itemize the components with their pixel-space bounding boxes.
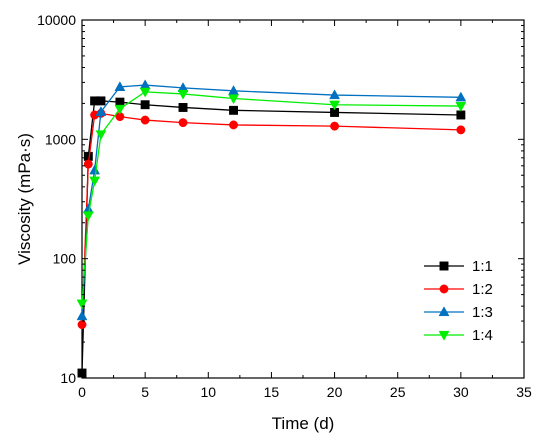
legend-marker bbox=[438, 330, 450, 341]
data-point bbox=[456, 110, 466, 120]
x-tick-label: 30 bbox=[453, 384, 469, 400]
x-tick-label: 0 bbox=[78, 384, 86, 400]
legend-label: 1:2 bbox=[472, 281, 493, 298]
data-point bbox=[455, 102, 467, 112]
data-point bbox=[178, 103, 188, 112]
data-point bbox=[455, 91, 467, 102]
y-axis-title: Viscosity (mPa·s) bbox=[15, 133, 34, 265]
x-tick-label: 5 bbox=[141, 384, 149, 400]
legend-entry-2: 1:2 bbox=[424, 281, 493, 298]
data-point bbox=[329, 89, 340, 100]
x-tick-label: 35 bbox=[516, 384, 532, 400]
data-point bbox=[456, 125, 466, 135]
legend-label: 1:1 bbox=[472, 258, 493, 275]
data-point bbox=[89, 164, 101, 175]
series-line bbox=[81, 84, 461, 317]
data-point bbox=[76, 310, 88, 321]
data-point bbox=[229, 105, 238, 115]
series-line bbox=[81, 112, 461, 325]
x-tick-label: 10 bbox=[200, 384, 216, 400]
plot-frame bbox=[81, 19, 525, 379]
y-tick-label: 10 bbox=[60, 370, 76, 386]
legend-label: 1:3 bbox=[472, 304, 493, 321]
data-point bbox=[77, 320, 87, 330]
y-tick-label: 1000 bbox=[45, 131, 76, 147]
data-point bbox=[139, 79, 151, 90]
legend-entry-3: 1:3 bbox=[424, 304, 493, 321]
plot-area bbox=[81, 19, 525, 379]
legend-entry-1: 1:1 bbox=[424, 258, 493, 275]
data-point bbox=[95, 106, 107, 116]
data-point bbox=[139, 87, 151, 98]
legend-marker bbox=[439, 284, 449, 294]
legend-label: 1:4 bbox=[472, 327, 493, 344]
data-point bbox=[178, 118, 188, 128]
data-point bbox=[114, 104, 126, 115]
data-point bbox=[82, 211, 94, 222]
legend: 1:1 1:2 1:3 1:4 bbox=[424, 258, 493, 344]
data-point bbox=[329, 100, 340, 111]
data-point bbox=[330, 121, 340, 131]
data-point bbox=[114, 81, 126, 91]
series-layer bbox=[76, 79, 467, 378]
y-tick-label: 10000 bbox=[37, 12, 76, 28]
data-point bbox=[89, 176, 101, 187]
data-point bbox=[177, 89, 189, 100]
series-2 bbox=[77, 108, 466, 330]
series-line bbox=[81, 100, 461, 374]
data-point bbox=[229, 120, 238, 130]
data-point bbox=[96, 96, 106, 106]
data-point bbox=[95, 130, 107, 141]
x-tick-label: 20 bbox=[327, 384, 343, 400]
series-1 bbox=[77, 96, 466, 378]
data-point bbox=[140, 100, 150, 110]
y-tick-label: 100 bbox=[53, 251, 77, 267]
data-point bbox=[83, 159, 93, 169]
legend-entry-4: 1:4 bbox=[424, 327, 493, 344]
x-axis-title: Time (d) bbox=[272, 414, 335, 433]
x-tick-label: 25 bbox=[390, 384, 406, 400]
data-point bbox=[140, 115, 150, 125]
series-3 bbox=[76, 79, 467, 321]
legend-marker bbox=[439, 261, 449, 271]
legend-marker bbox=[438, 306, 450, 317]
series-4 bbox=[76, 87, 467, 310]
x-tick-label: 15 bbox=[264, 384, 280, 400]
series-line bbox=[81, 91, 461, 304]
data-point bbox=[228, 94, 239, 105]
axes-layer: 0 5 10 15 20 25 30 35 10 100 1000 10000 bbox=[37, 12, 532, 400]
data-point bbox=[76, 299, 88, 310]
